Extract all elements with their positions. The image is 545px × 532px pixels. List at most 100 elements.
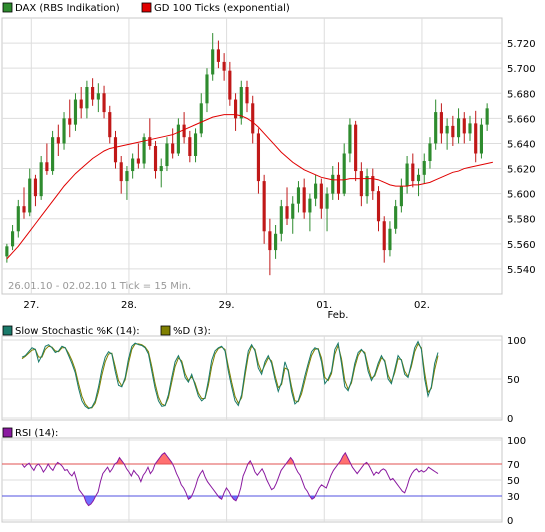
candle-body bbox=[171, 143, 175, 154]
candle-body bbox=[222, 61, 226, 71]
legend-label-stoch-k: Slow Stochastic %K (14): bbox=[15, 326, 140, 337]
candle-body bbox=[376, 191, 381, 222]
candle-body bbox=[405, 163, 409, 187]
candle-body bbox=[428, 143, 432, 162]
candle-body bbox=[136, 158, 140, 164]
price-y-tick-label: 5.620 bbox=[507, 165, 536, 176]
candle-body bbox=[462, 118, 466, 134]
candle-body bbox=[382, 221, 386, 251]
candle-body bbox=[314, 183, 318, 199]
candle-body bbox=[308, 198, 312, 213]
candle-body bbox=[302, 187, 306, 213]
candle-body bbox=[474, 123, 478, 154]
candle-body bbox=[479, 124, 483, 154]
stochastic-d-line bbox=[21, 342, 439, 409]
candle-body bbox=[331, 174, 335, 194]
price-x-tick-label: 01. bbox=[316, 300, 332, 311]
price-y-tick-label: 5.640 bbox=[507, 139, 536, 150]
candle-body bbox=[371, 176, 375, 192]
price-y-tick-label: 5.700 bbox=[507, 64, 536, 75]
candle-body bbox=[193, 133, 198, 156]
candle-body bbox=[142, 137, 146, 164]
rsi-y-tick-label: 100 bbox=[507, 436, 526, 447]
price-y-tick-label: 5.600 bbox=[507, 190, 536, 201]
candle-body bbox=[485, 108, 489, 125]
rsi-fills bbox=[57, 452, 367, 506]
candle-body bbox=[119, 162, 123, 182]
candle-body bbox=[228, 70, 232, 100]
candle-body bbox=[153, 145, 158, 172]
candle-body bbox=[33, 178, 38, 197]
legend-label-gd: GD 100 Ticks (exponential) bbox=[154, 3, 290, 14]
candle-body bbox=[359, 171, 363, 197]
candle-body bbox=[325, 193, 329, 209]
candle-body bbox=[399, 186, 403, 207]
candle-body bbox=[422, 161, 426, 175]
info-text: 26.01.10 - 02.02.10 1 Tick = 15 Min. bbox=[8, 281, 191, 292]
price-legend: DAX (RBS Indikation) GD 100 Ticks (expon… bbox=[2, 2, 290, 14]
candle-body bbox=[176, 124, 180, 154]
rsi-oversold-fill bbox=[83, 496, 96, 506]
candle-body bbox=[205, 74, 209, 104]
candle-body bbox=[108, 112, 112, 138]
rsi-y-tick-label: 70 bbox=[507, 460, 520, 471]
candle-body bbox=[245, 87, 249, 104]
stochastic-k-line bbox=[21, 340, 439, 410]
rsi-overbought-fill bbox=[155, 452, 172, 464]
legend-swatch-dax bbox=[2, 2, 13, 13]
candle-body bbox=[85, 87, 89, 109]
price-panel: 5.540 5.560 5.580 5.600 5.620 5.640 5.660 5.680… bbox=[1, 2, 536, 321]
legend-label-rsi: RSI (14): bbox=[15, 428, 58, 439]
candle-body bbox=[51, 137, 55, 172]
legend-label-dax: DAX (RBS Indikation) bbox=[15, 3, 120, 14]
candle-body bbox=[319, 183, 323, 209]
candle-body bbox=[456, 118, 461, 138]
candle-body bbox=[262, 181, 266, 232]
candle-body bbox=[96, 93, 100, 100]
rsi-y-ticks: 0 30 50 70 100 bbox=[507, 436, 526, 527]
rsi-y-tick-label: 30 bbox=[507, 492, 520, 503]
candle-body bbox=[233, 99, 238, 119]
stoch-y-tick-label: 50 bbox=[507, 375, 520, 386]
candle-body bbox=[256, 133, 261, 182]
candle-body bbox=[62, 118, 66, 144]
candle-body bbox=[28, 178, 32, 213]
candle-body bbox=[251, 103, 255, 134]
candle-body bbox=[348, 124, 352, 154]
candle-body bbox=[102, 93, 106, 113]
price-y-tick-label: 5.720 bbox=[507, 39, 536, 50]
price-x-tick-label: 27. bbox=[23, 300, 39, 311]
candle-body bbox=[73, 99, 78, 125]
candle-body bbox=[16, 206, 20, 232]
legend-swatch-rsi bbox=[2, 427, 13, 438]
price-x-ticks: 27. 28. 29. 01. 02. bbox=[23, 300, 430, 311]
candle-body bbox=[388, 228, 392, 251]
stochastic-legend: Slow Stochastic %K (14): %D (3): bbox=[2, 325, 211, 337]
candle-body bbox=[439, 112, 443, 134]
legend-swatch-stoch-k bbox=[2, 325, 13, 336]
candle-body bbox=[451, 125, 455, 138]
candle-body bbox=[434, 112, 438, 144]
candle-body bbox=[148, 137, 152, 146]
rsi-y-tick-label: 50 bbox=[507, 476, 520, 487]
candle-body bbox=[285, 206, 289, 219]
rsi-line bbox=[21, 451, 439, 507]
candle-body bbox=[342, 153, 346, 194]
candle-body bbox=[336, 174, 341, 194]
gd100-line bbox=[6, 114, 493, 260]
price-x-tick-label: 02. bbox=[414, 300, 430, 311]
stoch-y-tick-label: 0 bbox=[507, 414, 513, 425]
candle-body bbox=[211, 49, 215, 75]
candle-body bbox=[11, 231, 15, 247]
candle-body bbox=[274, 233, 278, 251]
candle-body bbox=[445, 125, 449, 134]
candle-body bbox=[291, 203, 295, 219]
candle-body bbox=[39, 162, 43, 197]
candle-body bbox=[22, 206, 26, 213]
price-y-tick-label: 5.540 bbox=[507, 265, 536, 276]
candle-body bbox=[45, 162, 49, 172]
candle-body bbox=[182, 124, 186, 138]
candle-body bbox=[411, 163, 415, 182]
